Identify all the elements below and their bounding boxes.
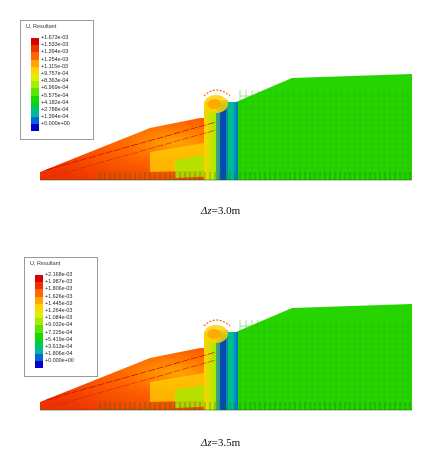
legend-swatch [35,354,43,362]
legend-swatch [35,346,43,355]
legend-swatch [35,289,43,297]
figure-caption-1: Δz=3.0m [0,205,441,217]
figure-caption-2: Δz=3.5m [0,437,441,449]
contour-legend-2: U, Resultant +2.168e-03 +1.987e-03 +1.80… [24,257,98,377]
figure-panel-2: U, Resultant +2.168e-03 +1.987e-03 +1.80… [0,230,441,461]
legend-value: +1.533e-03 [41,42,69,49]
legend-value: +1.445e-03 [45,300,73,307]
legend-swatch [31,81,39,89]
legend-swatch [31,88,39,96]
legend-value: +1.394e-04 [41,114,69,121]
legend-swatch [35,296,43,304]
legend-values: +1.673e-03 +1.533e-03 +1.394e-03 +1.254e… [41,35,70,128]
legend-value: +1.987e-03 [45,279,73,286]
legend-value: +5.575e-04 [41,92,69,99]
legend-value: +1.084e-03 [45,315,73,322]
legend-swatch [31,117,39,125]
legend-swatch [31,52,39,60]
legend-value: +1.254e-03 [41,56,69,63]
caption-value: =3.0m [211,205,241,217]
displacement-contour-plot-2 [40,304,412,411]
legend-title: U, Resultant [30,261,61,267]
legend-swatch [31,45,39,53]
contour-legend-1: U, Resultant +1.673e-03 +1.533e-03 +1.39… [20,20,94,140]
legend-value: +5.419e-04 [45,336,73,343]
legend-value: +1.626e-03 [45,293,73,300]
legend-swatch [31,95,39,103]
legend-value: +1.673e-03 [41,35,69,41]
legend-swatch [35,275,43,283]
legend-swatch [31,102,39,110]
legend-title: U, Resultant [26,24,57,30]
legend-swatch [35,310,43,319]
displacement-contour-plot-1 [40,74,412,181]
legend-color-bar [31,38,39,132]
legend-value: +1.264e-03 [45,307,73,314]
legend-swatch [35,282,43,290]
legend-value: +1.115e-03 [41,63,69,70]
caption-symbol: Δz [200,437,212,449]
figure-panel-1: U, Resultant +1.673e-03 +1.533e-03 +1.39… [0,0,441,230]
legend-value: +7.225e-04 [45,329,73,336]
legend-swatch [31,124,39,132]
legend-swatch [31,66,39,74]
legend-value: +3.613e-04 [45,343,73,350]
legend-swatch [35,325,43,333]
legend-swatch [31,73,39,82]
caption-value: =3.5m [211,437,241,449]
legend-value: +2.168e-03 [45,272,73,278]
legend-swatch [31,38,39,46]
legend-value: +4.182e-04 [41,99,69,106]
legend-color-bar [35,275,43,369]
caption-symbol: Δz [200,205,212,217]
legend-value: +1.806e-04 [45,351,73,358]
legend-value: +1.394e-03 [41,49,69,56]
legend-value: +0.000e+00 [41,121,70,128]
legend-swatch [35,318,43,326]
legend-swatch [35,361,43,369]
legend-value: +1.806e-03 [45,286,73,293]
legend-values: +2.168e-03 +1.987e-03 +1.806e-03 +1.626e… [45,272,74,365]
legend-value: +9.757e-04 [41,70,69,77]
legend-value: +8.363e-04 [41,78,69,85]
legend-value: +2.788e-04 [41,106,69,113]
legend-swatch [31,59,39,67]
legend-value: +9.032e-04 [45,322,73,329]
legend-swatch [35,332,43,340]
legend-value: +0.000e+00 [45,358,74,365]
legend-swatch [35,303,43,311]
legend-value: +6.969e-04 [41,85,69,92]
legend-swatch [31,109,39,118]
legend-swatch [35,339,43,347]
